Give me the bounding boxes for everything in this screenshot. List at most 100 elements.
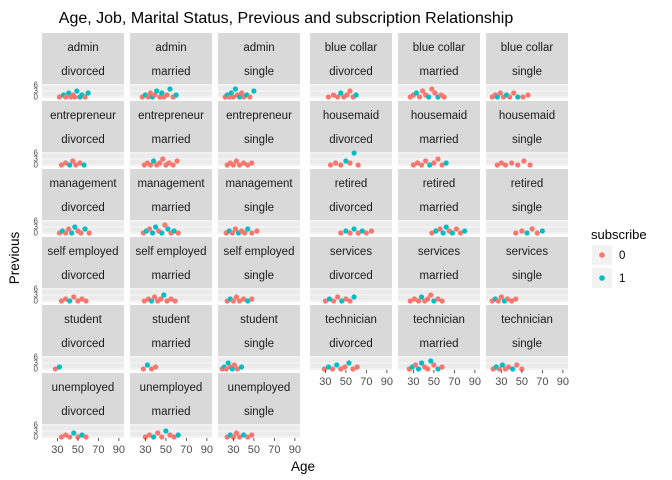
data-point-subscribe-0 xyxy=(230,162,236,168)
facet-strip xyxy=(218,169,300,220)
facet-panel: housemaid single xyxy=(486,101,568,168)
data-point-subscribe-0 xyxy=(238,90,245,96)
facet-strip-job-label: self employed xyxy=(224,246,295,258)
facet-panel: admin married xyxy=(130,33,212,100)
data-point-subscribe-1 xyxy=(326,296,333,302)
data-point-subscribe-0 xyxy=(423,158,429,164)
data-point-subscribe-0 xyxy=(66,226,72,232)
facet-strip xyxy=(42,169,124,220)
data-point-subscribe-0 xyxy=(418,162,425,168)
data-point-subscribe-1 xyxy=(150,434,157,440)
data-point-subscribe-0 xyxy=(439,364,445,370)
data-point-subscribe-0 xyxy=(236,162,243,168)
data-point-subscribe-0 xyxy=(429,230,435,236)
data-point-subscribe-0 xyxy=(441,94,447,100)
data-point-subscribe-0 xyxy=(514,362,520,368)
x-tick-label: 90 xyxy=(381,376,393,388)
x-tick-label: 70 xyxy=(360,376,372,388)
data-point-subscribe-0 xyxy=(82,94,88,100)
facet-strip-marital-label: married xyxy=(420,134,459,146)
facet-strip-job-label: unemployed xyxy=(140,382,203,394)
data-point-subscribe-1 xyxy=(67,298,73,304)
data-point-subscribe-0 xyxy=(52,366,58,372)
data-point-subscribe-0 xyxy=(415,298,422,304)
data-point-subscribe-0 xyxy=(226,94,232,100)
data-point-subscribe-1 xyxy=(499,362,505,368)
data-point-subscribe-1 xyxy=(449,230,455,236)
facet-panel: housemaid divorced xyxy=(310,101,392,168)
y-tick-label: 6 xyxy=(34,217,39,226)
x-tick-label: 30 xyxy=(407,376,419,388)
data-point-subscribe-0 xyxy=(230,298,236,304)
x-tick-label: 70 xyxy=(268,444,280,456)
facet-strip-marital-label: single xyxy=(244,202,274,214)
data-point-subscribe-0 xyxy=(254,228,260,234)
facet-panel: unemployed married xyxy=(130,373,212,440)
data-point-subscribe-1 xyxy=(351,150,357,156)
facet-strip xyxy=(310,169,392,220)
data-point-subscribe-0 xyxy=(164,298,170,304)
facet-strip-marital-label: divorced xyxy=(329,270,372,282)
data-point-subscribe-1 xyxy=(462,228,468,234)
data-point-subscribe-0 xyxy=(420,88,426,94)
data-point-subscribe-0 xyxy=(162,222,168,228)
facet-strip-job-label: blue collar xyxy=(325,42,378,54)
facet-panel: services single xyxy=(486,237,568,304)
data-point-subscribe-0 xyxy=(509,298,515,304)
data-point-subscribe-0 xyxy=(236,298,243,304)
facet-strip-job-label: retired xyxy=(423,178,456,190)
data-point-subscribe-1 xyxy=(173,92,179,98)
facet-strip-marital-label: married xyxy=(420,338,459,350)
facet-strip-marital-label: divorced xyxy=(329,202,372,214)
data-point-subscribe-0 xyxy=(335,94,341,100)
y-tick-label: 3 xyxy=(34,359,39,368)
legend-key-dot xyxy=(599,275,605,281)
legend-entry-label: 1 xyxy=(619,273,625,285)
data-point-subscribe-0 xyxy=(529,226,535,232)
data-point-subscribe-0 xyxy=(233,294,240,300)
facet-panel: student divorced 036 xyxy=(34,305,124,374)
data-point-subscribe-0 xyxy=(157,94,163,100)
x-tick-label: 70 xyxy=(92,444,104,456)
x-tick-label: 90 xyxy=(201,444,213,456)
x-tick-label: 90 xyxy=(113,444,125,456)
y-tick-label: 3 xyxy=(34,291,39,300)
data-point-subscribe-0 xyxy=(140,366,146,372)
data-point-subscribe-0 xyxy=(502,162,509,168)
data-point-subscribe-0 xyxy=(511,90,517,96)
data-point-subscribe-0 xyxy=(174,158,180,164)
facet-strip xyxy=(310,305,392,356)
data-point-subscribe-1 xyxy=(153,224,159,230)
data-point-subscribe-1 xyxy=(232,86,239,92)
data-point-subscribe-0 xyxy=(347,160,353,166)
data-point-subscribe-0 xyxy=(498,294,504,300)
facet-panel: entrepreneur divorced 036 xyxy=(34,101,124,170)
data-point-subscribe-1 xyxy=(150,158,157,164)
x-axes: 30 50 70 90 30 50 70 90 30 50 70 90 30 50 70 90 30 50 70 90… xyxy=(51,370,569,456)
legend-title: subscribe xyxy=(591,227,647,242)
data-point-subscribe-0 xyxy=(230,94,236,100)
facet-strip xyxy=(398,237,480,288)
x-tick-label: 30 xyxy=(495,376,507,388)
data-point-subscribe-0 xyxy=(249,296,255,302)
data-point-subscribe-0 xyxy=(534,230,540,236)
data-point-subscribe-1 xyxy=(245,298,251,304)
data-point-subscribe-0 xyxy=(347,88,353,94)
data-point-subscribe-0 xyxy=(249,230,255,236)
facet-strip-job-label: housemaid xyxy=(323,110,379,122)
data-point-subscribe-1 xyxy=(428,358,434,364)
facet-strip xyxy=(42,373,124,424)
facet-panel: self employed divorced 036 xyxy=(34,237,124,306)
data-point-subscribe-1 xyxy=(245,226,251,232)
data-point-subscribe-1 xyxy=(440,230,446,236)
data-point-subscribe-1 xyxy=(351,294,357,300)
data-point-subscribe-1 xyxy=(415,366,422,372)
data-point-subscribe-0 xyxy=(407,298,413,304)
data-point-subscribe-1 xyxy=(418,294,425,300)
data-point-subscribe-0 xyxy=(155,430,161,436)
y-tick-label: 0 xyxy=(34,93,39,102)
facet-strip xyxy=(130,101,212,152)
data-point-subscribe-0 xyxy=(504,296,511,302)
facet-panel: admin single xyxy=(218,33,300,100)
facet-strip-marital-label: married xyxy=(152,134,191,146)
